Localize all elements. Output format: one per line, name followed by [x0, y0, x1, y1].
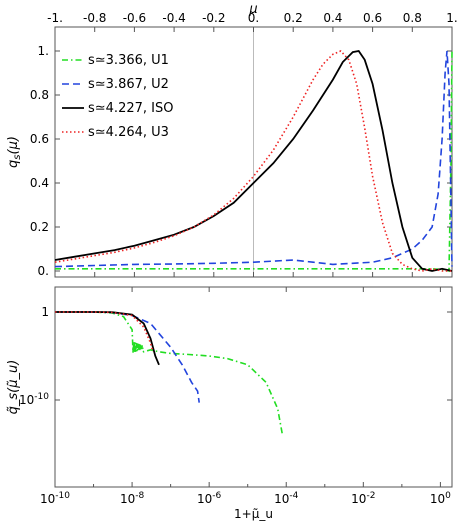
bottom-x-axis-label: 1+μ̃_u [234, 507, 273, 521]
bottom-series-line-2 [55, 311, 160, 366]
bottom-series-line-3 [55, 311, 154, 353]
top-x-tick-label: 0.4 [323, 11, 342, 25]
top-x-tick-label: -0.2 [202, 11, 225, 25]
top-series-line-2 [54, 50, 453, 272]
legend-label-3: s≃4.264, U3 [88, 125, 169, 140]
legend-label-2: s≃4.227, ISO [88, 101, 173, 116]
bottom-series-line-0 [55, 311, 284, 436]
top-panel: -1. -0.8 -0.6 -0.4 -0.2 0. 0.2 0.4 0.6 0.8 1. 0. 0.2… [6, 2, 458, 278]
bottom-x-tick-label: 100 [430, 491, 451, 506]
top-x-tick-label: -0.6 [123, 11, 146, 25]
top-x-tick-label: 0. [248, 11, 259, 25]
bottom-frame [54, 286, 453, 488]
top-x-tick-label: -1. [47, 11, 63, 25]
top-y-tick-label: 0.2 [30, 220, 49, 234]
top-series-line-1 [54, 50, 453, 268]
bottom-x-tick-label: 10-2 [351, 491, 375, 506]
top-y-tick-label: 0.4 [30, 176, 49, 190]
top-x-tick-label: 0.2 [284, 11, 303, 25]
bottom-panel: 10-10 10-8 10-6 10-4 10-2 100 1 10-10 1+μ̃_u q̃_s… [6, 286, 453, 521]
bottom-y-tick-label: 10-10 [19, 392, 49, 407]
bottom-y-axis-label: q̃_s(μ̃_u) [6, 360, 21, 415]
top-x-tick-label: 1. [446, 11, 457, 25]
top-y-tick-label: 0. [38, 264, 49, 278]
top-x-tick-label: -0.8 [83, 11, 106, 25]
legend-label-1: s≃3.867, U2 [88, 77, 169, 92]
legend-label-0: s≃3.366, U1 [88, 53, 169, 68]
bottom-y-tick-label: 1 [41, 305, 49, 319]
top-x-axis-label: μ [248, 2, 257, 17]
top-x-tick-label: 0.8 [403, 11, 422, 25]
bottom-series-line-1 [55, 311, 200, 403]
bottom-x-tick-label: 10-8 [120, 491, 145, 506]
top-y-tick-label: 1. [38, 44, 49, 58]
top-y-tick-label: 0.6 [30, 132, 49, 146]
top-y-tick-label: 0.8 [30, 88, 49, 102]
legend: s≃3.366, U1 s≃3.867, U2 s≃4.227, ISO s≃4.26… [62, 53, 173, 140]
bottom-x-tick-label: 10-10 [40, 491, 70, 506]
bottom-x-tick-label: 10-4 [274, 491, 299, 506]
top-y-axis-label: qs(μ) [6, 136, 23, 168]
top-x-tick-label: -0.4 [162, 11, 185, 25]
top-x-tick-label: 0.6 [363, 11, 382, 25]
bottom-x-tick-label: 10-6 [197, 491, 222, 506]
